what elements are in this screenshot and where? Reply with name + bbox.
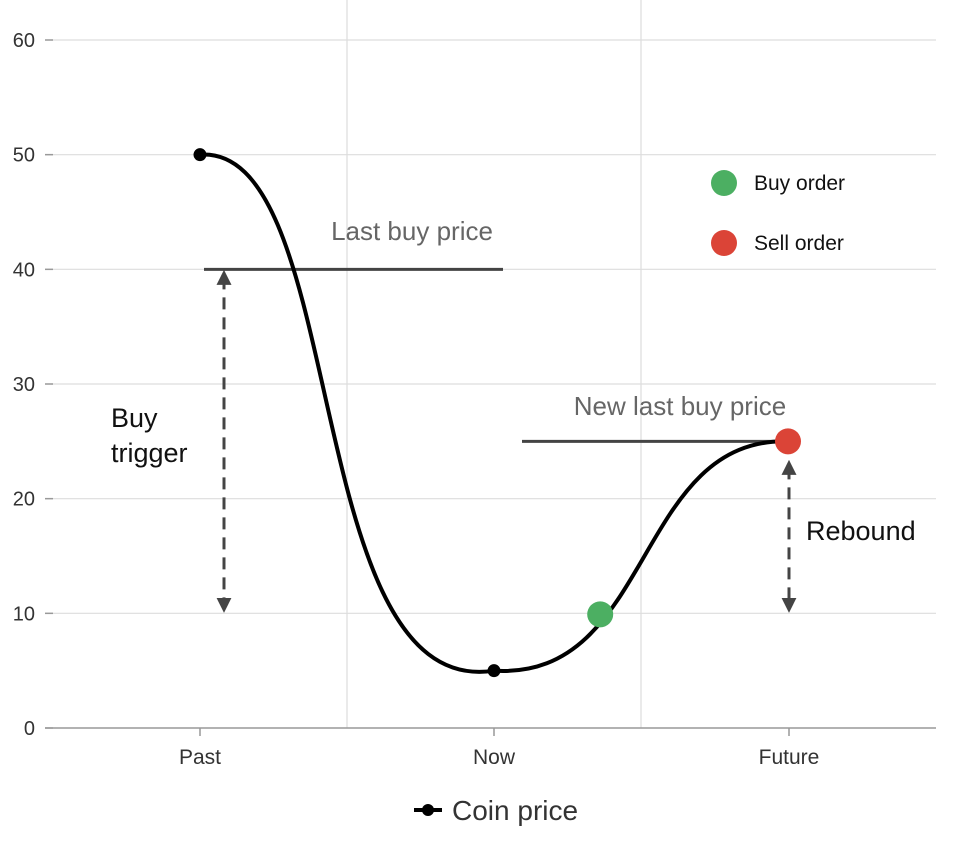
- y-tick-label: 20: [13, 489, 35, 511]
- y-axis: 0 10 20 30 40 50 60: [13, 30, 53, 740]
- series-legend-label: Coin price: [452, 795, 578, 826]
- marker-legend: Buy order Sell order: [711, 170, 845, 256]
- series-legend[interactable]: Coin price: [414, 795, 578, 826]
- rebound-label: Rebound: [806, 516, 916, 546]
- x-tick-label-past: Past: [179, 746, 221, 769]
- y-tick-label: 10: [13, 603, 35, 625]
- sell-order-marker: [775, 428, 801, 455]
- x-tick-label-future: Future: [759, 746, 820, 769]
- series-layer: [193, 148, 790, 678]
- buy-trigger-label-line2: trigger: [111, 438, 188, 468]
- series-point-past: [193, 148, 207, 162]
- buy-order-legend-label: Buy order: [754, 172, 845, 195]
- buy-trigger-label-line1: Buy: [111, 403, 158, 433]
- y-tick-label: 30: [13, 374, 35, 396]
- sell-order-legend-swatch: [711, 230, 737, 256]
- y-tick-label: 50: [13, 145, 35, 167]
- y-tick-label: 40: [13, 259, 35, 281]
- buy-order-marker: [587, 601, 614, 628]
- series-point-now: [487, 664, 501, 678]
- buy-order-legend-swatch: [711, 170, 737, 196]
- series-legend-dot-icon: [422, 804, 434, 816]
- sell-order-legend-label: Sell order: [754, 232, 844, 255]
- y-tick-label: 0: [24, 718, 35, 740]
- new-last-buy-price-label: New last buy price: [574, 391, 786, 421]
- x-axis: Past Now Future: [45, 727, 936, 769]
- marker-layer: [587, 428, 801, 628]
- annotation-lines: [204, 267, 797, 613]
- grid: [51, 0, 936, 728]
- y-tick-label: 60: [13, 30, 35, 52]
- last-buy-price-label: Last buy price: [331, 216, 493, 246]
- series-line-coin-price: [199, 152, 790, 674]
- x-tick-label-now: Now: [473, 746, 516, 769]
